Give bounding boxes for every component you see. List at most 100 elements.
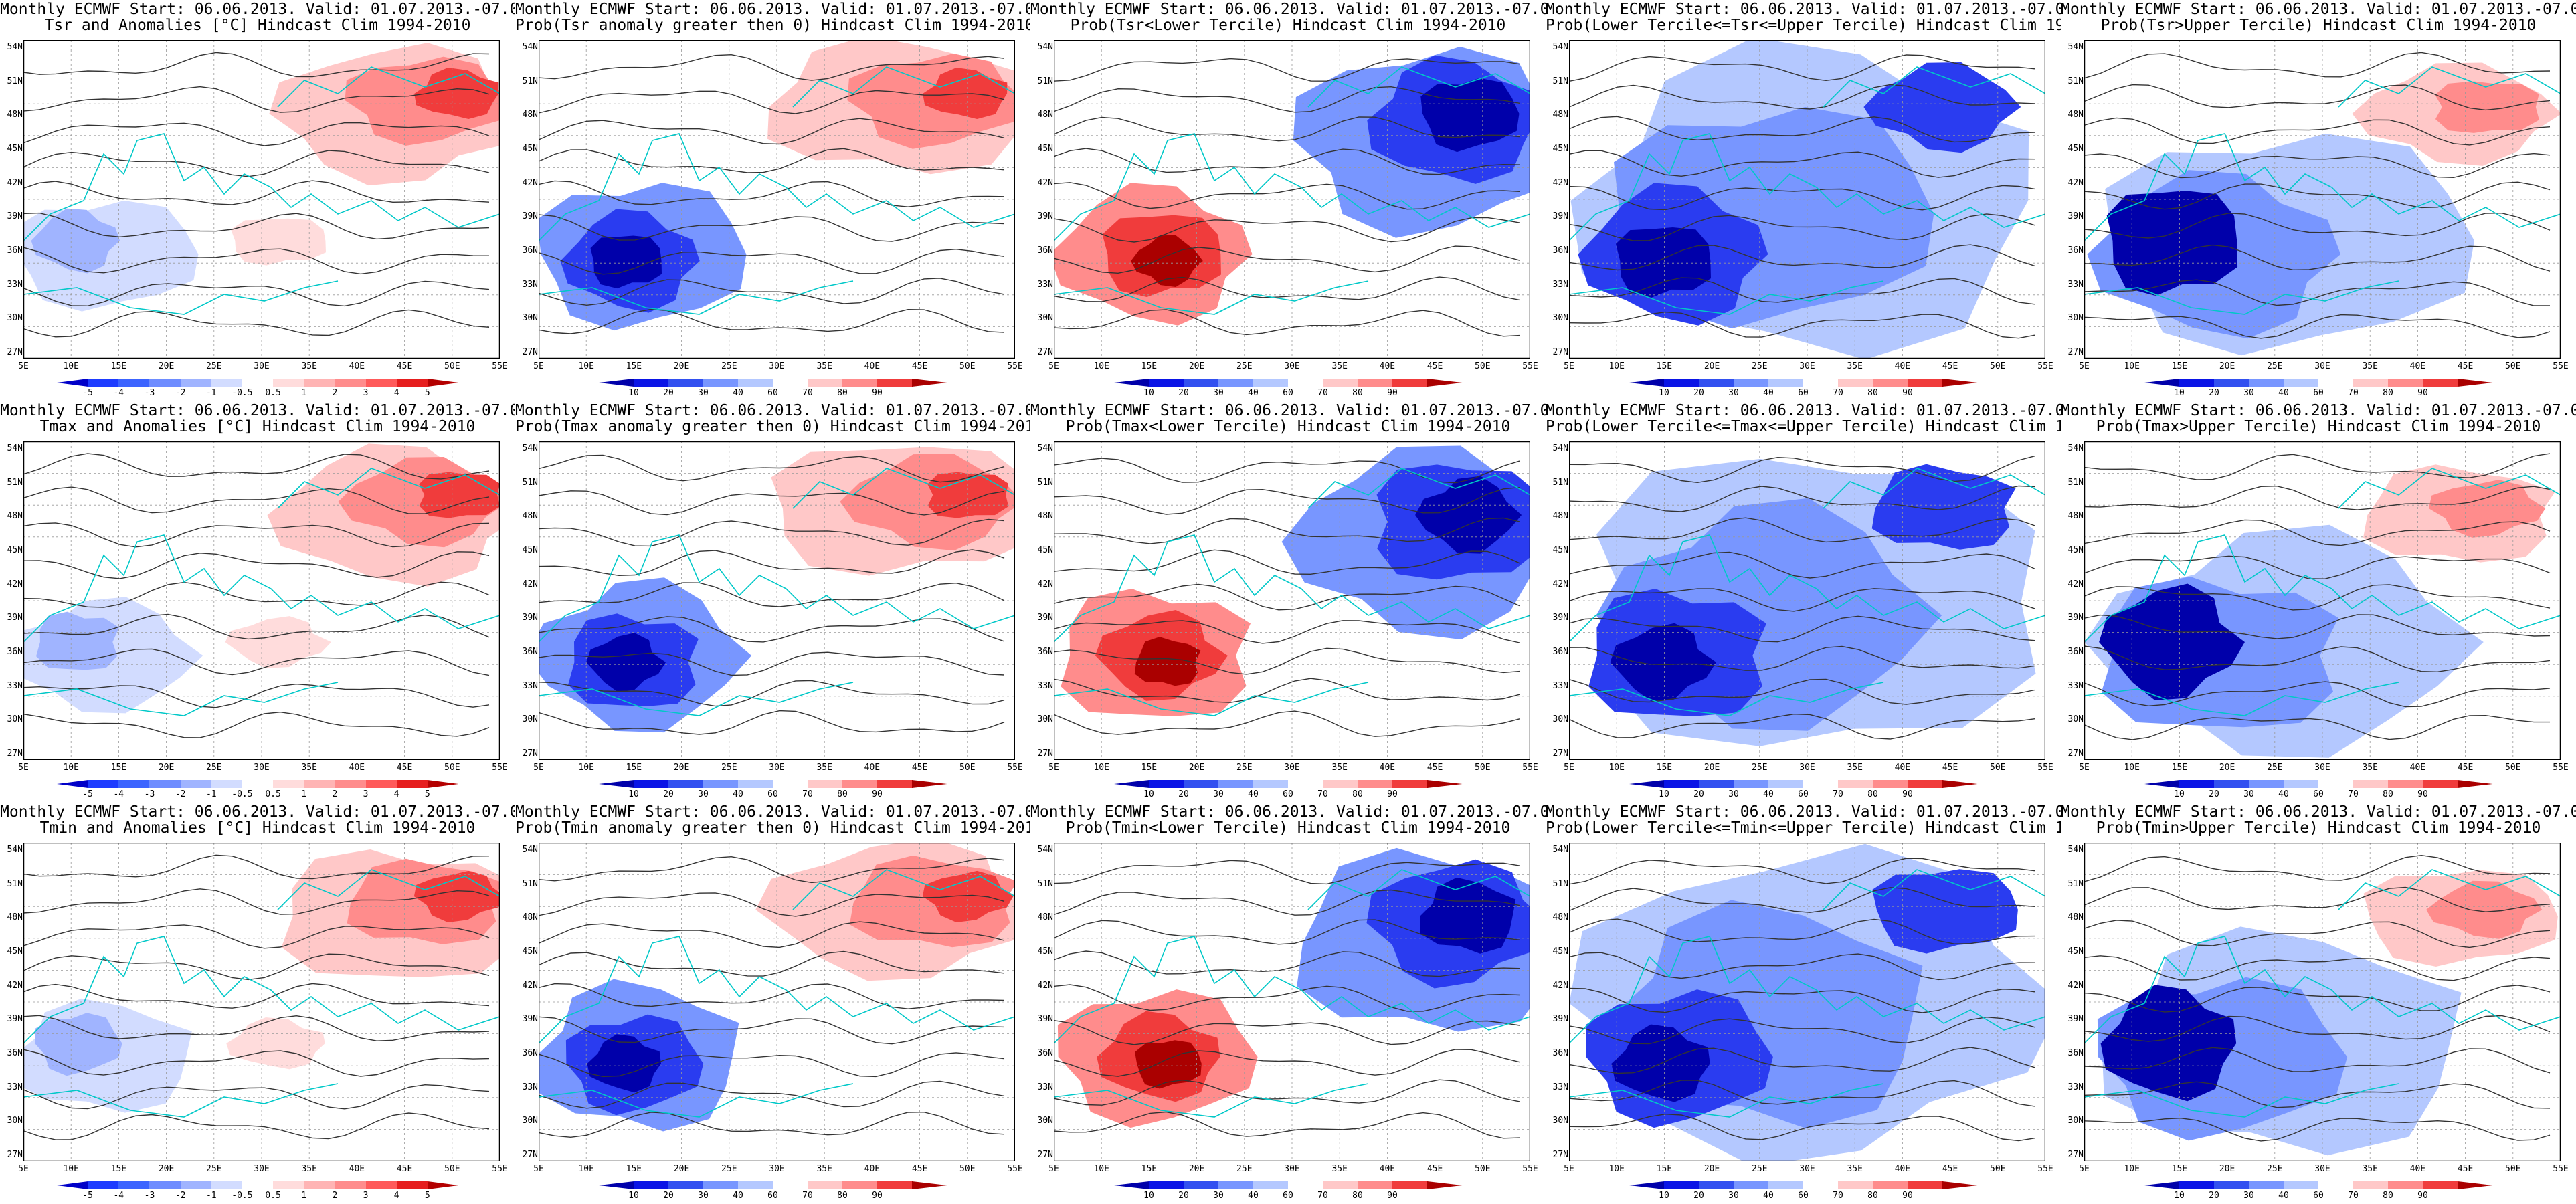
latitude-label: 30N: [522, 313, 538, 324]
color-scale-tick: 40: [1248, 388, 1259, 398]
color-scale-tick: 90: [2417, 388, 2428, 398]
latitude-label: 51N: [522, 76, 538, 86]
latitude-label: 39N: [7, 1014, 23, 1025]
latitude-label: 42N: [7, 980, 23, 991]
latitude-label: 45N: [1037, 144, 1053, 154]
color-scale-tick: 70: [802, 388, 813, 398]
color-scale-tick: -2: [175, 789, 186, 799]
color-scale-segment: [1873, 1181, 1908, 1189]
latitude-label: 36N: [1037, 647, 1053, 657]
latitude-label: 48N: [7, 511, 23, 522]
color-scale-tick: 30: [1728, 789, 1739, 799]
longitude-label: 30E: [2314, 1164, 2330, 1174]
color-scale-segment: [738, 780, 773, 788]
longitude-label: 30E: [769, 1164, 785, 1174]
longitude-label: 35E: [301, 1164, 317, 1174]
map-panel: Monthly ECMWF Start: 06.06.2013. Valid: …: [515, 401, 1030, 803]
latitude-label: 48N: [522, 511, 538, 522]
color-scale-tick: 90: [1387, 1191, 1398, 1201]
latitude-label: 54N: [7, 845, 23, 855]
color-scale-segment: [1358, 379, 1393, 387]
color-scale-segment: [668, 1181, 704, 1189]
color-scale-bar: [599, 379, 947, 387]
color-scale-segment: [427, 379, 459, 387]
color-scale-segment: [1942, 780, 1978, 788]
color-scale-segment: [2214, 1181, 2249, 1189]
color-scale-segment: [634, 780, 669, 788]
color-scale-tick: -5: [82, 789, 93, 799]
color-scale-tick: 30: [1213, 1191, 1224, 1201]
color-scale-segment: [634, 379, 669, 387]
forecast-map: [2084, 40, 2561, 359]
color-scale-tick: 60: [1798, 789, 1809, 799]
color-scale-segment: [2284, 780, 2319, 788]
color-scale-tick: -1: [205, 1191, 217, 1201]
color-scale-tick: -3: [144, 1191, 155, 1201]
color-scale-segment: [88, 379, 119, 387]
color-scale-segment: [912, 1181, 947, 1189]
panel-subtitle: Prob(Tmin<Lower Tercile) Hindcast Clim 1…: [1065, 819, 1511, 837]
latitude-label: 27N: [522, 1150, 538, 1160]
color-scale-tick: 40: [1763, 388, 1774, 398]
latitude-label: 27N: [1552, 1150, 1568, 1160]
color-scale-tick: 30: [1213, 789, 1224, 799]
panel-subtitle: Prob(Tsr<Lower Tercile) Hindcast Clim 19…: [1070, 17, 1506, 34]
color-scale-segment: [634, 1181, 669, 1189]
latitude-label: 45N: [2067, 946, 2084, 957]
longitude-label: 50E: [2505, 1164, 2521, 1174]
color-scale-tick: 60: [1283, 388, 1293, 398]
color-scale-segment: [2214, 780, 2249, 788]
color-scale-segment: [1629, 780, 1665, 788]
latitude-label: 39N: [522, 613, 538, 623]
latitude-label: 30N: [1037, 714, 1053, 725]
latitude-label: 54N: [522, 443, 538, 454]
longitude-label: 15E: [110, 763, 127, 773]
latitude-label: 39N: [1552, 613, 1568, 623]
latitude-label: 33N: [7, 680, 23, 691]
latitude-label: 39N: [1037, 613, 1053, 623]
latitude-label: 48N: [522, 912, 538, 923]
color-scale-segment: [2179, 379, 2215, 387]
color-scale-segment: [180, 1181, 212, 1189]
latitude-label: 45N: [1552, 946, 1568, 957]
latitude-label: 45N: [1037, 545, 1053, 555]
latitude-label: 42N: [522, 177, 538, 188]
longitude-label: 10E: [63, 361, 79, 371]
color-scale-tick: 90: [872, 388, 883, 398]
color-scale-tick: 80: [1352, 1191, 1363, 1201]
color-scale-segment: [773, 1181, 808, 1189]
longitude-label: 5E: [533, 1164, 544, 1174]
latitude-label: 39N: [522, 1014, 538, 1025]
color-scale-segment: [1323, 1181, 1358, 1189]
longitude-label: 25E: [2267, 763, 2283, 773]
longitude-label: 10E: [2124, 763, 2140, 773]
color-scale-segment: [1629, 1181, 1665, 1189]
color-scale-tick: 40: [1248, 789, 1259, 799]
panel-subtitle: Tmin and Anomalies [°C] Hindcast Clim 19…: [39, 819, 476, 837]
color-scale-segment: [912, 780, 947, 788]
color-scale-tick: 20: [1178, 789, 1189, 799]
color-scale-segment: [1803, 1181, 1839, 1189]
color-scale-tick: 4: [393, 388, 399, 398]
color-scale-segment: [1873, 780, 1908, 788]
latitude-label: 30N: [522, 1116, 538, 1126]
longitude-label: 30E: [769, 361, 785, 371]
latitude-label: 45N: [7, 946, 23, 957]
forecast-map: [539, 441, 1015, 760]
color-scale-segment: [2179, 1181, 2215, 1189]
longitude-label: 50E: [2505, 763, 2521, 773]
longitude-label: 30E: [1284, 361, 1300, 371]
color-scale-segment: [1427, 379, 1463, 387]
map-panel: Monthly ECMWF Start: 06.06.2013. Valid: …: [1030, 0, 1546, 401]
longitude-label: 25E: [721, 763, 737, 773]
longitude-label: 10E: [578, 763, 594, 773]
color-scale-segment: [1699, 1181, 1734, 1189]
color-scale-segment: [396, 379, 428, 387]
color-scale-tick: 70: [1833, 388, 1843, 398]
color-scale-tick: 10: [628, 1191, 639, 1201]
longitude-label: 5E: [18, 763, 29, 773]
color-scale-tick: 10: [1143, 388, 1154, 398]
latitude-label: 27N: [1037, 1150, 1053, 1160]
color-scale-tick: 60: [2313, 388, 2324, 398]
color-scale-tick: 70: [802, 1191, 813, 1201]
